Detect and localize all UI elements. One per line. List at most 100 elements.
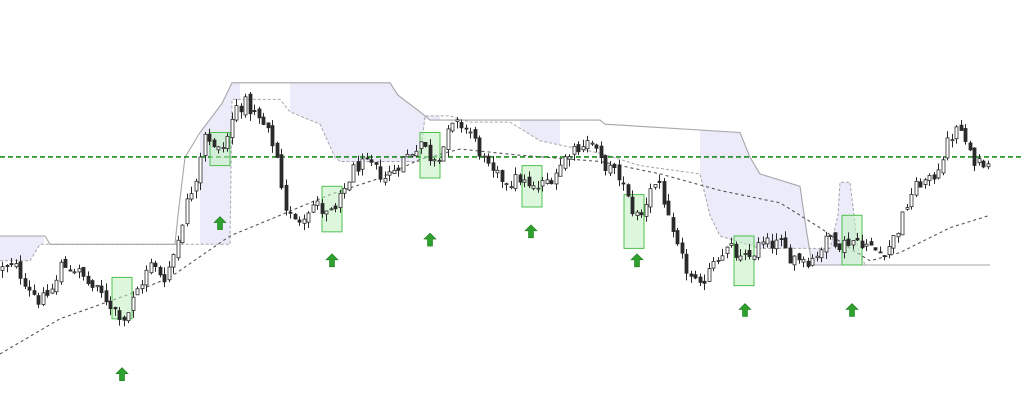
up-arrow-icon-3 — [423, 232, 437, 247]
candle-body-112 — [504, 183, 509, 186]
candle-body-54 — [243, 96, 248, 116]
candle-body-101 — [455, 119, 460, 122]
candle-body-141 — [635, 211, 640, 216]
candle-body-143 — [644, 204, 649, 217]
candle-body-103 — [464, 127, 469, 130]
candle-body-129 — [581, 146, 586, 151]
candle-body-98 — [441, 146, 446, 162]
candle-body-74 — [333, 205, 338, 210]
candle-body-209 — [941, 159, 946, 174]
candle-body-166 — [747, 250, 752, 257]
candle-body-146 — [657, 180, 662, 184]
candle-body-164 — [738, 255, 743, 261]
candle-body-88 — [396, 167, 401, 171]
candle-body-214 — [963, 128, 968, 142]
candle-body-136 — [612, 164, 617, 168]
up-arrow-icon-7 — [845, 303, 859, 317]
arrow-layer — [115, 216, 859, 381]
cloud-layer — [0, 82, 990, 266]
candle-body-14 — [63, 258, 68, 268]
candle-body-119 — [536, 187, 541, 190]
candle-body-185 — [833, 232, 838, 247]
candle-body-52 — [234, 105, 239, 121]
candle-body-111 — [500, 170, 505, 182]
candle-body-197 — [887, 246, 892, 255]
candle-body-204 — [918, 181, 923, 188]
candle-body-171 — [770, 240, 775, 249]
candle-body-33 — [149, 262, 154, 274]
up-arrow-icon-0 — [115, 367, 129, 381]
candle-body-218 — [981, 160, 986, 168]
candle-body-72 — [324, 210, 329, 215]
candle-body-65 — [293, 213, 298, 220]
candle-body-94 — [423, 142, 428, 147]
candle-body-150 — [675, 230, 680, 245]
candle-body-155 — [698, 276, 703, 283]
candle-body-2 — [9, 263, 14, 266]
cloud-upper-line — [0, 82, 990, 266]
candle-body-207 — [932, 174, 937, 180]
candle-body-21 — [95, 284, 100, 288]
candle-body-211 — [950, 139, 955, 142]
candle-body-152 — [684, 253, 689, 274]
candle-body-184 — [828, 235, 833, 237]
candle-body-134 — [603, 155, 608, 171]
candle-body-208 — [936, 169, 941, 179]
candle-body-35 — [158, 267, 163, 276]
candle-body-85 — [383, 177, 388, 183]
candle-body-104 — [468, 131, 473, 134]
candle-body-10 — [45, 289, 50, 296]
candle-body-173 — [779, 238, 784, 240]
candle-body-217 — [977, 158, 982, 164]
cloud-fill-2 — [290, 82, 440, 162]
candle-body-19 — [86, 275, 91, 285]
candle-body-17 — [77, 268, 82, 273]
candle-body-212 — [954, 126, 959, 140]
candle-body-167 — [752, 255, 757, 260]
candle-body-73 — [329, 208, 334, 211]
candle-body-142 — [639, 212, 644, 216]
candle-body-43 — [194, 180, 199, 192]
candle-body-194 — [873, 247, 878, 251]
candle-body-42 — [189, 193, 194, 200]
candle-body-148 — [666, 200, 671, 216]
candle-body-95 — [428, 144, 433, 162]
candle-body-121 — [545, 179, 550, 184]
candle-body-219 — [986, 163, 991, 168]
candle-body-169 — [761, 241, 766, 245]
candle-body-174 — [783, 237, 788, 249]
candle-body-15 — [68, 269, 73, 272]
candle-body-106 — [477, 137, 482, 157]
candle-body-105 — [473, 129, 478, 139]
candle-body-89 — [401, 156, 406, 173]
candle-body-97 — [437, 160, 442, 163]
candle-body-175 — [788, 247, 793, 264]
candle-body-199 — [896, 232, 901, 238]
candle-body-172 — [774, 239, 779, 250]
candle-body-90 — [405, 153, 410, 158]
candle-body-163 — [734, 243, 739, 258]
candle-body-179 — [806, 260, 811, 267]
candle-body-68 — [306, 212, 311, 223]
candle-body-176 — [792, 255, 797, 266]
candle-body-99 — [446, 128, 451, 150]
candle-body-49 — [221, 147, 226, 149]
candle-body-81 — [365, 157, 370, 160]
candle-body-158 — [711, 261, 716, 269]
candle-body-139 — [626, 184, 631, 197]
candle-body-162 — [729, 243, 734, 246]
candle-body-91 — [410, 154, 415, 157]
candle-body-61 — [275, 142, 280, 158]
candle-body-116 — [522, 179, 527, 183]
candle-body-38 — [171, 254, 176, 268]
candle-body-114 — [513, 174, 518, 189]
candle-body-196 — [882, 255, 887, 257]
candle-body-154 — [693, 274, 698, 279]
candle-body-11 — [50, 288, 55, 294]
candle-body-82 — [369, 159, 374, 163]
candle-body-115 — [518, 174, 523, 183]
candle-body-59 — [266, 122, 271, 129]
candle-body-183 — [824, 235, 829, 253]
candle-body-210 — [945, 137, 950, 159]
